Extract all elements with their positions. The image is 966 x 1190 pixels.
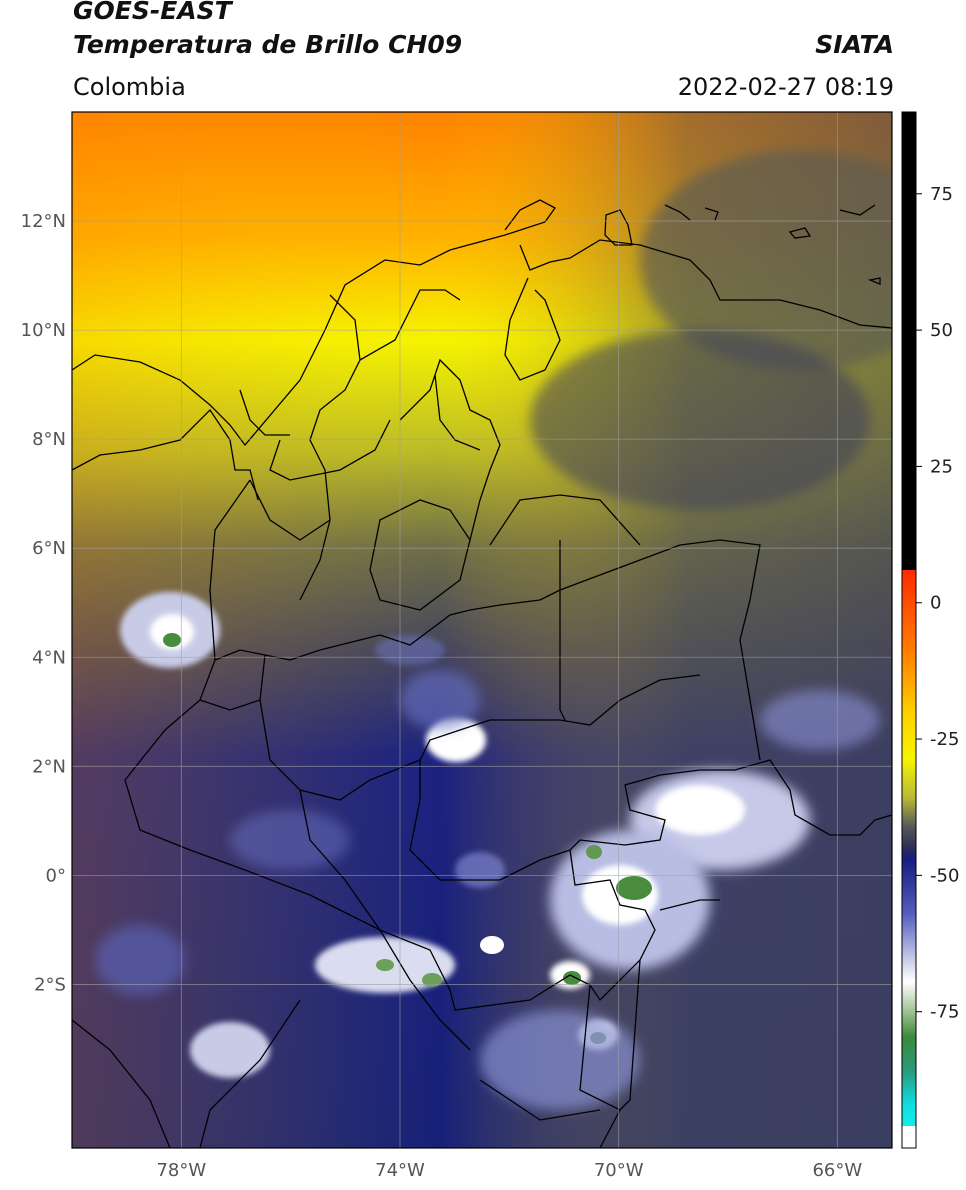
colorbar: 75 50 25 0 -25 -50 -75 — [901, 111, 959, 1149]
longitude-labels: 78°W 74°W 70°W 66°W — [156, 1160, 862, 1181]
colorbar-tick-label: 50 — [930, 320, 953, 341]
lat-tick-label: 2°N — [32, 756, 66, 777]
colorbar-tick-label: 25 — [930, 456, 953, 477]
latitude-labels: 12°N 10°N 8°N 6°N 4°N 2°N 0° 2°S — [21, 211, 66, 995]
agency-label: SIATA — [815, 30, 894, 59]
lat-tick-label: 10°N — [21, 320, 66, 341]
region-label: Colombia — [73, 73, 186, 101]
lat-tick-label: 2°S — [34, 974, 66, 995]
lon-tick-label: 70°W — [594, 1160, 644, 1181]
map-frame — [71, 111, 893, 1149]
colorbar-tick-label: 0 — [930, 593, 941, 614]
colorbar-white-segment — [902, 1126, 916, 1148]
lon-tick-label: 78°W — [156, 1160, 206, 1181]
colorbar-tick-label: -25 — [930, 729, 959, 750]
convective-clouds — [95, 592, 880, 1110]
lat-tick-label: 8°N — [32, 429, 66, 450]
colorbar-frame — [901, 111, 917, 1149]
lat-tick-label: 6°N — [32, 538, 66, 559]
colorbar-black-segment — [902, 112, 916, 570]
lon-tick-label: 66°W — [812, 1160, 862, 1181]
lat-tick-label: 12°N — [21, 211, 66, 232]
timestamp-label: 2022-02-27 08:19 — [677, 73, 894, 101]
colorbar-ticks: 75 50 25 0 -25 -50 -75 — [916, 184, 959, 1023]
graticule — [72, 112, 892, 1148]
brightness-temperature-field — [72, 112, 892, 1148]
colorbar-gradient — [902, 570, 916, 1126]
political-boundaries — [72, 199, 892, 1148]
satellite-title: GOES-EAST — [73, 0, 232, 25]
colorbar-tick-label: -50 — [930, 865, 959, 886]
product-title: Temperatura de Brillo CH09 — [73, 30, 463, 59]
lon-tick-label: 74°W — [375, 1160, 425, 1181]
colorbar-tick-label: -75 — [930, 1002, 959, 1023]
lat-tick-label: 0° — [46, 865, 66, 886]
colorbar-tick-label: 75 — [930, 184, 953, 205]
lat-tick-label: 4°N — [32, 647, 66, 668]
